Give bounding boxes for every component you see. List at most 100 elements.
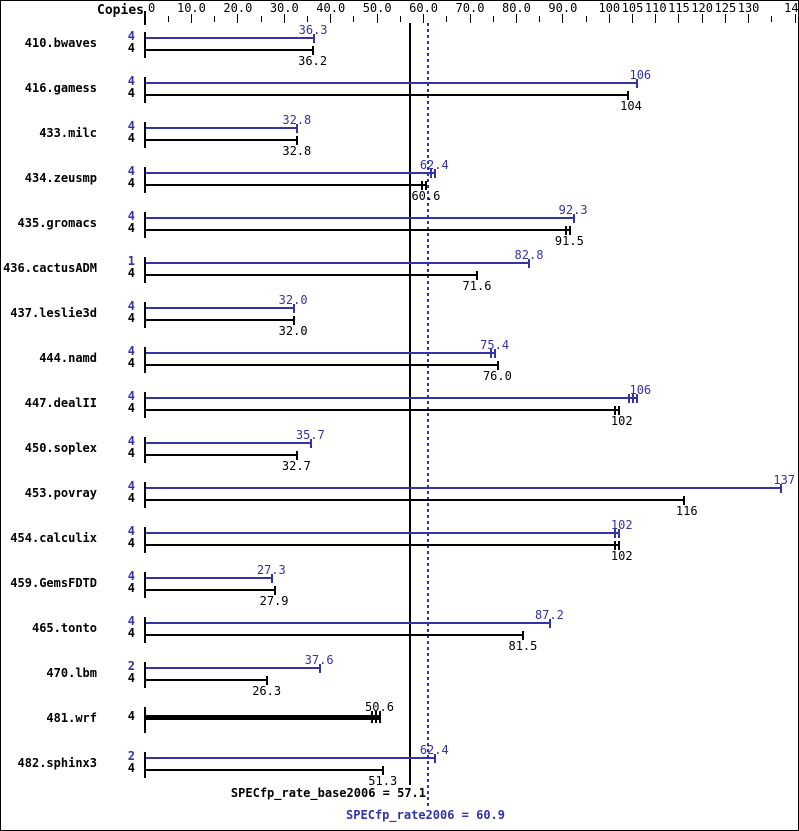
- benchmark-label: 450.soplex: [24, 441, 97, 455]
- bar-end-cap: [564, 226, 567, 235]
- row-baseline: [144, 392, 146, 418]
- axis-tick-label: 0: [148, 1, 156, 15]
- row-baseline: [144, 257, 146, 283]
- axis-tick-label: 40.0: [316, 1, 346, 15]
- value-label-base: 26.3: [252, 684, 282, 698]
- bar-base: [146, 589, 275, 591]
- copies-value-peak: 4: [127, 344, 135, 358]
- copies-column-header: Copies: [97, 3, 144, 18]
- value-label-base: 104: [620, 99, 642, 113]
- copies-value-base: 4: [127, 581, 135, 595]
- copies-value-peak: 4: [127, 299, 135, 313]
- bar-end-cap: [296, 136, 299, 145]
- row-baseline: [144, 707, 146, 733]
- bar-peak: [146, 667, 320, 669]
- bar-end-cap: [374, 711, 377, 723]
- axis-tick: [144, 14, 146, 23]
- axis-tick: [214, 16, 216, 22]
- row-baseline: [144, 752, 146, 778]
- row-baseline: [144, 167, 146, 193]
- value-label-peak: 82.8: [514, 248, 544, 262]
- copies-value-peak: 2: [127, 749, 135, 763]
- bar-peak: [146, 127, 298, 129]
- value-label-base: 116: [675, 504, 698, 518]
- bar-peak: [146, 262, 530, 264]
- bar-end-cap: [476, 271, 479, 280]
- benchmark-label: 481.wrf: [46, 711, 97, 725]
- axis-tick: [446, 16, 448, 22]
- bar-peak: [146, 172, 435, 174]
- bar-end-cap: [494, 349, 497, 358]
- benchmark-label: 444.namd: [39, 351, 97, 365]
- bar-end-cap: [617, 406, 620, 415]
- copies-value-peak: 4: [127, 209, 135, 223]
- copies-value-peak: 4: [127, 524, 135, 538]
- row-baseline: [144, 617, 146, 643]
- axis-tick: [283, 14, 285, 23]
- bar-base: [146, 715, 380, 720]
- value-label-base: 32.0: [278, 324, 308, 338]
- axis-tick-label: 120: [691, 1, 713, 15]
- benchmark-label: 416.gamess: [24, 81, 97, 95]
- benchmark-label: 410.bwaves: [24, 36, 97, 50]
- bar-base: [146, 409, 619, 411]
- copies-value-base: 4: [127, 536, 135, 550]
- row-baseline: [144, 77, 146, 103]
- value-label-peak: 106: [629, 68, 652, 82]
- axis-tick: [539, 16, 541, 22]
- value-label-peak: 32.0: [278, 293, 308, 307]
- bar-end-cap: [568, 226, 571, 235]
- row-baseline: [144, 482, 146, 508]
- base-mean-line: [409, 23, 412, 785]
- copies-value-base: 4: [127, 671, 135, 685]
- axis-tick: [608, 14, 610, 23]
- base-mean-label: SPECfp_rate_base2006 = 57.1: [230, 786, 426, 800]
- bar-base: [146, 544, 619, 546]
- copies-value-base: 4: [127, 221, 135, 235]
- value-label-base: 32.8: [282, 144, 312, 158]
- axis-tick-label: 105: [621, 1, 644, 15]
- benchmark-label: 433.milc: [39, 126, 97, 140]
- axis-tick-label: 10.0: [176, 1, 206, 15]
- bar-base: [146, 49, 314, 51]
- benchmark-label: 465.tonto: [31, 621, 97, 635]
- bar-peak: [146, 217, 574, 219]
- bar-end-cap: [522, 631, 525, 640]
- axis-tick-label: 110: [644, 1, 667, 15]
- bar-peak: [146, 37, 314, 39]
- axis-tick: [585, 16, 587, 22]
- bar-end-cap: [496, 361, 499, 370]
- axis-tick: [748, 14, 750, 23]
- row-baseline: [144, 572, 146, 598]
- value-label-peak: 37.6: [304, 653, 334, 667]
- row-baseline: [144, 527, 146, 553]
- value-label-peak: 92.3: [558, 203, 588, 217]
- bar-base: [146, 499, 684, 501]
- value-label-base: 51.3: [368, 774, 398, 788]
- value-label-base: 50.6: [365, 700, 394, 714]
- value-label-peak: 106: [629, 383, 652, 397]
- copies-value-base: 4: [127, 311, 135, 325]
- row-baseline: [144, 347, 146, 373]
- bar-end-cap: [528, 259, 531, 268]
- row-baseline: [144, 437, 146, 463]
- copies-value-base: 4: [127, 41, 135, 55]
- copies-value-peak: 4: [127, 434, 135, 448]
- copies-value-peak: 4: [127, 74, 135, 88]
- copies-value-base: 4: [127, 446, 135, 460]
- value-label-peak: 35.7: [295, 428, 325, 442]
- bar-end-cap: [312, 34, 315, 43]
- benchmark-label: 459.GemsFDTD: [10, 576, 97, 590]
- benchmark-label: 436.cactusADM: [3, 261, 97, 275]
- axis-tick: [376, 14, 378, 23]
- axis-tick: [632, 14, 633, 23]
- copies-value-base: 4: [127, 131, 135, 145]
- peak-mean-label: SPECfp_rate2006 = 60.9: [346, 808, 505, 822]
- bar-peak: [146, 487, 782, 489]
- value-label-peak: 87.2: [534, 608, 564, 622]
- copies-value-base: 4: [127, 86, 135, 100]
- bar-end-cap: [636, 394, 639, 403]
- bar-base: [146, 229, 570, 231]
- copies-value-base: 4: [127, 356, 135, 370]
